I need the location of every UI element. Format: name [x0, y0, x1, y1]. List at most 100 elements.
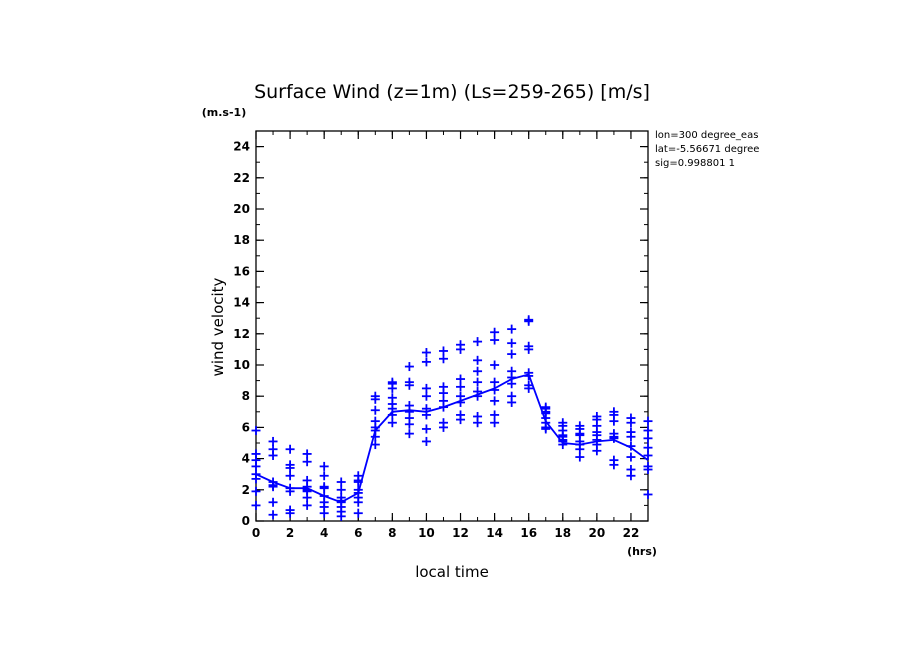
y-tick-label: 22	[233, 171, 250, 185]
scatter-point	[473, 411, 483, 421]
scatter-point	[285, 460, 295, 470]
scatter-point	[438, 418, 448, 428]
scatter-point	[251, 486, 261, 496]
y-tick-label: 2	[242, 483, 250, 497]
x-tick-label: 0	[252, 526, 260, 540]
scatter-point	[490, 327, 500, 337]
scatter-point	[438, 382, 448, 392]
scatter-point	[370, 405, 380, 415]
scatter-point	[558, 418, 568, 428]
scatter-point	[268, 436, 278, 446]
scatter-point	[285, 471, 295, 481]
scatter-point	[353, 508, 363, 518]
scatter-point	[490, 418, 500, 428]
scatter-point	[370, 416, 380, 426]
x-axis-label: local time	[415, 563, 489, 581]
y-tick-label: 4	[242, 452, 250, 466]
scatter-point	[421, 391, 431, 401]
scatter-point	[456, 391, 466, 401]
scatter-point	[302, 500, 312, 510]
x-tick-label: 12	[452, 526, 469, 540]
scatter-point	[473, 366, 483, 376]
scatter-point	[643, 443, 653, 453]
scatter-point	[643, 450, 653, 460]
scatter-point	[626, 427, 636, 437]
y-tick-label: 20	[233, 202, 250, 216]
x-tick-label: 22	[623, 526, 640, 540]
scatter-point	[268, 444, 278, 454]
scatter-point	[643, 433, 653, 443]
scatter-point	[404, 429, 414, 439]
scatter-point	[473, 377, 483, 387]
scatter-point	[643, 461, 653, 471]
scatter-point	[524, 315, 534, 325]
scatter-point	[336, 477, 346, 487]
chart-title: Surface Wind (z=1m) (Ls=259-265) [m/s]	[254, 81, 650, 103]
scatter-point	[490, 410, 500, 420]
y-tick-label: 6	[242, 420, 250, 434]
scatter-point	[421, 348, 431, 358]
scatter-point	[643, 489, 653, 499]
scatter-point	[302, 475, 312, 485]
scatter-point	[507, 366, 517, 376]
y-tick-label: 18	[233, 233, 250, 247]
scatter-point	[592, 411, 602, 421]
scatter-point	[421, 383, 431, 393]
x-tick-label: 10	[418, 526, 435, 540]
info-sig: sig=0.998801 1	[655, 158, 735, 169]
scatter-point	[507, 349, 517, 359]
x-tick-label: 6	[354, 526, 362, 540]
x-tick-label: 4	[320, 526, 328, 540]
scatter-point	[421, 436, 431, 446]
scatter-point	[438, 396, 448, 406]
x-tick-label: 8	[388, 526, 396, 540]
scatter-point	[251, 426, 261, 436]
scatter-point	[251, 500, 261, 510]
x-tick-label: 16	[520, 526, 537, 540]
scatter-point	[473, 355, 483, 365]
scatter-point	[319, 471, 329, 481]
scatter-point	[490, 396, 500, 406]
y-tick-label: 8	[242, 389, 250, 403]
scatter-point	[575, 421, 585, 431]
y-unit-label: (m.s-1)	[202, 106, 246, 119]
scatter-point	[404, 401, 414, 411]
scatter-point	[251, 449, 261, 459]
scatter-point	[353, 471, 363, 481]
x-tick-label: 2	[286, 526, 294, 540]
scatter-point	[404, 377, 414, 387]
scatter-point	[268, 510, 278, 520]
x-unit-label: (hrs)	[627, 545, 657, 558]
y-tick-label: 14	[233, 296, 250, 310]
scatter-point	[490, 377, 500, 387]
scatter-point	[507, 391, 517, 401]
scatter-point	[626, 465, 636, 475]
scatter-point	[319, 482, 329, 492]
scatter-point	[490, 360, 500, 370]
scatter-point	[336, 485, 346, 495]
scatter-point	[438, 354, 448, 364]
scatter-point	[387, 393, 397, 403]
scatter-point	[643, 416, 653, 426]
scatter-point	[490, 335, 500, 345]
scatter-point	[438, 346, 448, 356]
x-tick-label: 20	[589, 526, 606, 540]
scatter-point	[268, 497, 278, 507]
scatter-point	[421, 424, 431, 434]
scatter-point	[609, 407, 619, 417]
scatter-point	[507, 324, 517, 334]
scatter-point	[285, 505, 295, 515]
scatter-point	[524, 341, 534, 351]
mean-line	[255, 373, 649, 504]
plot-frame	[255, 130, 649, 522]
scatter-point	[336, 493, 346, 503]
scatter-point	[609, 429, 619, 439]
scatter-point	[609, 455, 619, 465]
plot-marks	[251, 315, 653, 521]
scatter-point	[370, 391, 380, 401]
y-axis-label: wind velocity	[209, 277, 227, 376]
scatter-point	[285, 444, 295, 454]
scatter-point	[473, 337, 483, 347]
